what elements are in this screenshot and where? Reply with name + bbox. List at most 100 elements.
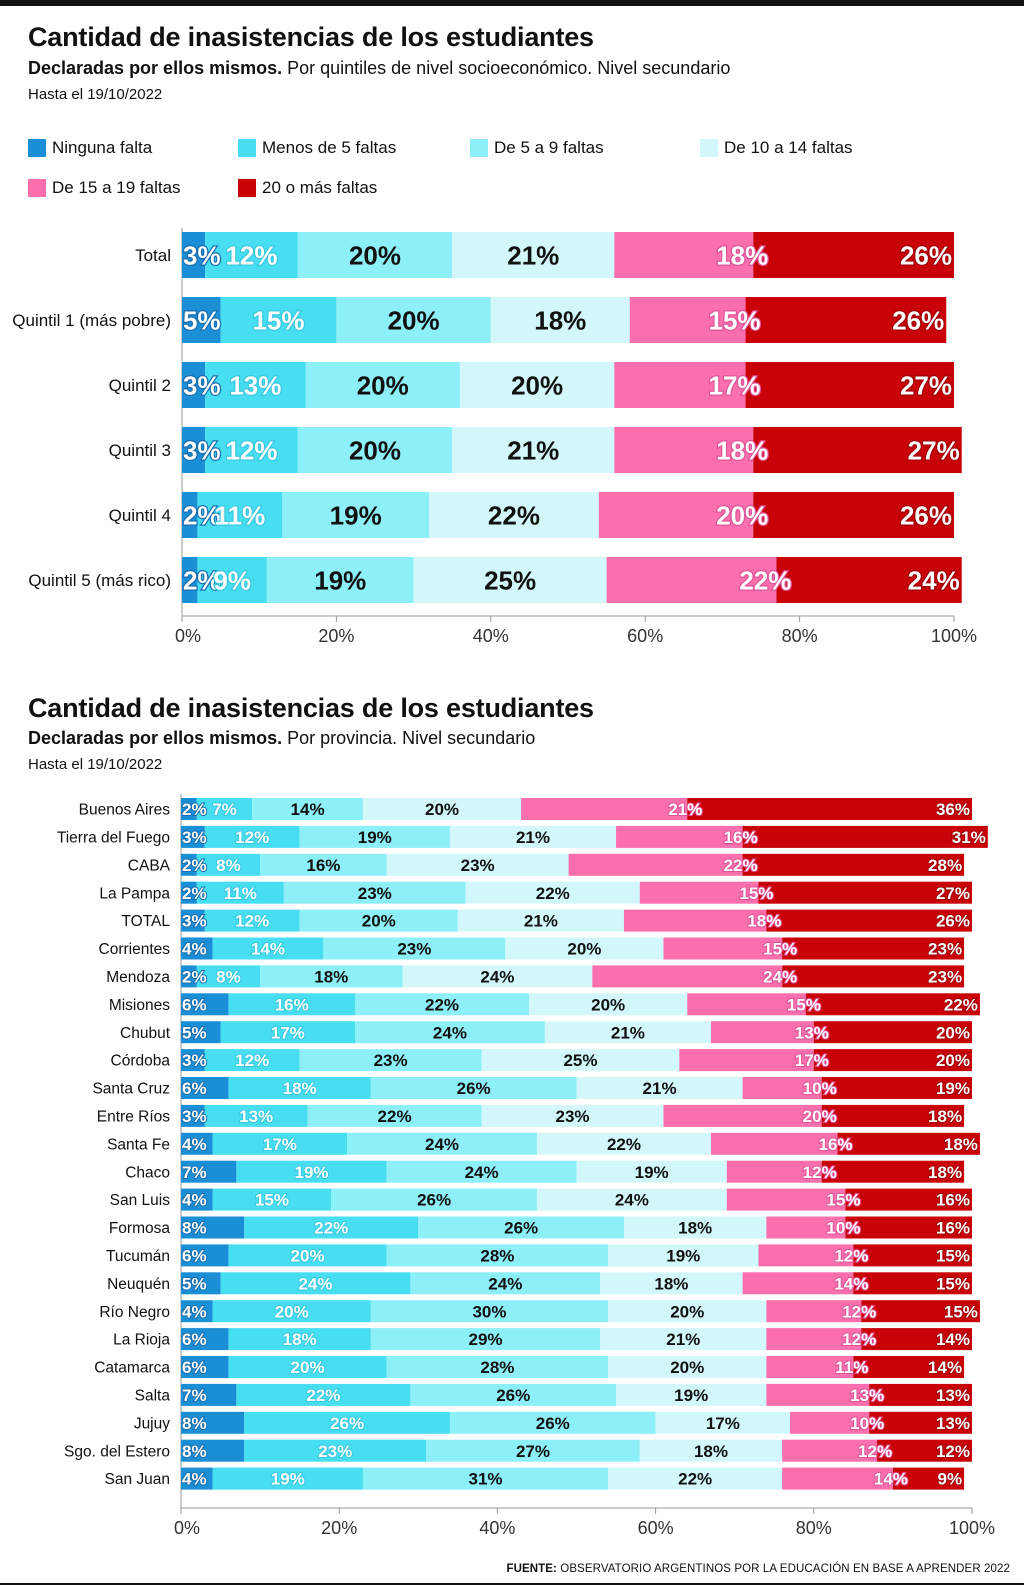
category-label: Salta	[135, 1387, 171, 1404]
value-label: 3%	[182, 828, 207, 847]
legend-label: De 15 a 19 faltas	[52, 178, 181, 197]
value-label: 12%	[225, 435, 277, 465]
value-label: 15%	[739, 884, 773, 903]
bar-segment	[220, 1021, 356, 1044]
value-label: 19%	[666, 1247, 700, 1266]
source-note: FUENTE: OBSERVATORIO ARGENTINOS POR LA E…	[506, 1563, 1010, 1575]
bar-segment	[758, 881, 972, 904]
value-label: 22%	[944, 995, 978, 1014]
bar-segment	[608, 1300, 767, 1323]
x-tick-label: 100%	[931, 626, 977, 646]
bar-segment	[766, 1383, 870, 1406]
bar-segment	[663, 937, 783, 960]
value-label: 26%	[536, 1414, 570, 1433]
legend: Ninguna falta Menos de 5 faltas De 5 a 9…	[0, 138, 1024, 218]
category-label: Tierra del Fuego	[57, 829, 170, 846]
bar-segment	[821, 1160, 965, 1183]
bar-segment	[459, 362, 615, 408]
bar-segment	[608, 1356, 767, 1378]
legend-swatch	[470, 139, 488, 157]
value-label: 24%	[615, 1191, 649, 1210]
value-label: 6%	[182, 1079, 207, 1098]
value-label: 6%	[182, 995, 207, 1014]
value-label: 24%	[465, 1163, 499, 1182]
value-label: 11%	[835, 1358, 868, 1377]
legend-label: 20 o más faltas	[262, 178, 378, 197]
value-label: 18%	[283, 1330, 317, 1349]
bar-segment	[753, 232, 954, 278]
bar-segment	[305, 362, 460, 408]
legend-label: De 5 a 9 faltas	[494, 138, 604, 157]
category-label: Chubut	[120, 1025, 171, 1042]
value-label: 23%	[358, 884, 392, 903]
value-label: 21%	[516, 828, 550, 847]
value-label: 17%	[709, 370, 761, 400]
category-label: Quintil 2	[109, 376, 171, 395]
bar-segment	[687, 798, 972, 820]
bar-segment	[370, 1077, 577, 1099]
bar-segment	[204, 909, 300, 932]
chart2-subtitle: Declaradas por ellos mismos. Por provinc…	[28, 728, 535, 749]
value-label: 26%	[496, 1386, 530, 1405]
bar-segment	[745, 297, 947, 343]
value-label: 27%	[516, 1442, 550, 1461]
value-label: 20%	[425, 800, 459, 819]
x-tick-label: 60%	[627, 626, 663, 646]
legend-swatch	[700, 139, 718, 157]
bar-segment	[212, 1132, 348, 1155]
bar-segment	[623, 909, 767, 932]
bar-segment	[181, 1439, 245, 1462]
value-label: 12%	[858, 1442, 892, 1461]
value-label: 18%	[928, 1107, 962, 1126]
bar-segment	[606, 557, 777, 603]
value-label: 19%	[330, 500, 382, 530]
bar-segment	[742, 1272, 854, 1295]
x-tick-label: 0%	[175, 626, 201, 646]
bar-segment	[283, 881, 466, 904]
value-label: 17%	[263, 1135, 297, 1154]
value-label: 2%	[183, 565, 221, 595]
bar-segment	[869, 1383, 972, 1406]
bar-segment	[197, 492, 283, 538]
bar-segment	[790, 1411, 870, 1434]
value-label: 24%	[433, 1023, 467, 1042]
value-label: 2%	[182, 884, 207, 903]
value-label: 26%	[330, 1414, 364, 1433]
value-label: 19%	[271, 1470, 305, 1489]
bar-segment	[181, 1216, 245, 1239]
bar-segment	[782, 1439, 878, 1462]
bar-segment	[204, 825, 300, 848]
bar-segment	[845, 1188, 972, 1211]
x-tick-label: 40%	[473, 626, 509, 646]
legend-item: Ninguna falta	[28, 138, 152, 158]
value-label: 23%	[928, 968, 962, 987]
bar-segment	[861, 1300, 980, 1323]
value-label: 19%	[635, 1163, 669, 1182]
value-label: 13%	[229, 370, 281, 400]
source-text: OBSERVATORIO ARGENTINOS POR LA EDUCACIÓN…	[556, 1563, 1010, 1575]
x-tick-label: 40%	[479, 1518, 515, 1538]
value-label: 12%	[936, 1442, 970, 1461]
value-label: 11%	[224, 884, 257, 903]
legend-item: De 10 a 14 faltas	[700, 138, 853, 158]
bar-segment	[236, 1383, 411, 1406]
value-label: 10%	[826, 1219, 860, 1238]
bar-segment	[181, 1383, 237, 1406]
chart1-subtitle: Declaradas por ellos mismos. Por quintil…	[28, 58, 730, 79]
bar-segment	[181, 1300, 213, 1323]
bar-segment	[861, 1328, 972, 1351]
bar-segment	[181, 1104, 205, 1127]
bar-segment	[782, 1467, 893, 1490]
value-label: 36%	[936, 800, 970, 819]
bar-segment	[753, 492, 954, 538]
value-label: 12%	[842, 1302, 876, 1321]
category-label: Total	[135, 246, 171, 265]
value-label: 20%	[716, 500, 768, 530]
value-label: 2%	[182, 856, 207, 875]
value-label: 22%	[378, 1107, 412, 1126]
value-label: 22%	[678, 1470, 712, 1489]
bar-segment	[449, 825, 617, 848]
value-label: 8%	[216, 968, 241, 987]
bar-segment	[813, 1049, 972, 1072]
value-label: 5%	[183, 305, 221, 335]
